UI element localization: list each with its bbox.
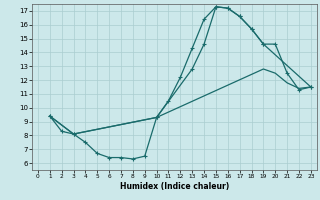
X-axis label: Humidex (Indice chaleur): Humidex (Indice chaleur) bbox=[120, 182, 229, 191]
